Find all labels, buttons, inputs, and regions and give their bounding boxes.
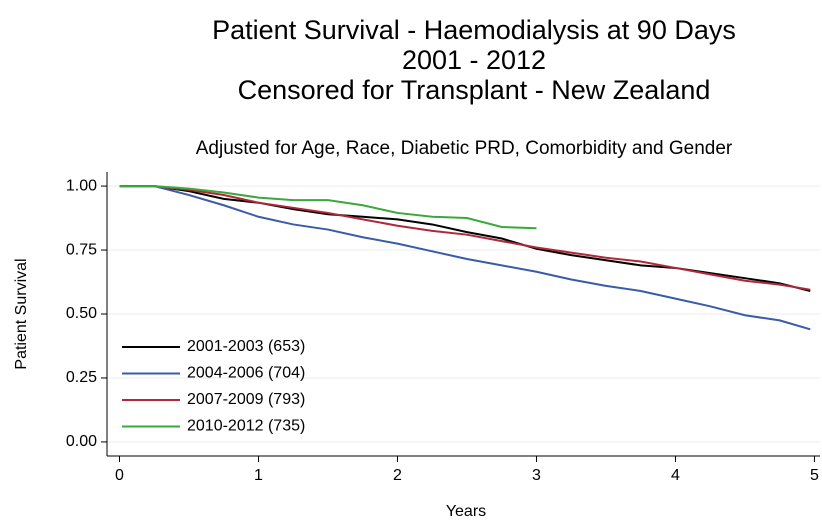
y-axis-label: Patient Survival <box>13 258 30 369</box>
legend-label: 2007-2009 (793) <box>187 391 305 408</box>
chart-title: Censored for Transplant - New Zealand <box>238 75 711 105</box>
y-tick-label: 0.50 <box>66 305 97 322</box>
legend-label: 2001-2003 (653) <box>187 338 305 355</box>
series-line <box>119 185 811 291</box>
x-tick-label: 0 <box>115 467 124 484</box>
legend-label: 2010-2012 (735) <box>187 418 305 435</box>
x-tick-label: 1 <box>254 467 263 484</box>
x-tick-label: 2 <box>393 467 402 484</box>
x-axis-label: Years <box>446 503 486 520</box>
chart-title: Patient Survival - Haemodialysis at 90 D… <box>212 15 736 45</box>
x-tick-label: 4 <box>671 467 680 484</box>
y-tick-label: 0.75 <box>66 241 97 258</box>
legend-label: 2004-2006 (704) <box>187 365 305 382</box>
chart-subtitle: Adjusted for Age, Race, Diabetic PRD, Co… <box>196 138 733 159</box>
series-line <box>119 185 537 230</box>
y-tick-label: 0.00 <box>66 433 97 450</box>
chart-title: 2001 - 2012 <box>402 45 546 75</box>
x-tick-label: 5 <box>810 467 819 484</box>
series-line <box>119 185 811 292</box>
x-tick-label: 3 <box>532 467 541 484</box>
y-tick-label: 1.00 <box>66 177 97 194</box>
series-line <box>119 185 811 331</box>
y-tick-label: 0.25 <box>66 369 97 386</box>
